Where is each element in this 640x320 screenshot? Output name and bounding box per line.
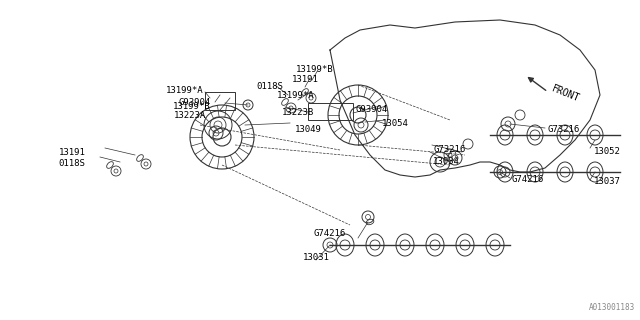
Text: 13191: 13191 xyxy=(292,75,319,84)
Text: 13199*A: 13199*A xyxy=(277,91,315,100)
Text: 13049: 13049 xyxy=(295,125,322,134)
Text: 13223B: 13223B xyxy=(282,108,314,117)
Bar xyxy=(308,103,353,120)
Text: 0118S: 0118S xyxy=(257,82,284,91)
Text: G93904: G93904 xyxy=(179,98,211,107)
Text: FRONT: FRONT xyxy=(550,84,581,104)
Text: 13223A: 13223A xyxy=(174,111,206,120)
Text: 13052: 13052 xyxy=(594,147,621,156)
Text: 13199*B: 13199*B xyxy=(296,65,334,74)
Text: G73216: G73216 xyxy=(434,145,467,154)
Text: 13199*A: 13199*A xyxy=(166,86,204,95)
Bar xyxy=(205,92,235,110)
Text: G74216: G74216 xyxy=(511,175,543,185)
Text: 13054: 13054 xyxy=(382,118,409,127)
Text: G93904: G93904 xyxy=(356,105,388,114)
Text: 13191: 13191 xyxy=(59,148,85,157)
Text: 13034: 13034 xyxy=(433,157,460,166)
Text: 13199*B: 13199*B xyxy=(172,102,210,111)
Text: 0118S: 0118S xyxy=(59,159,85,168)
Text: A013001183: A013001183 xyxy=(589,303,635,312)
Text: 13037: 13037 xyxy=(594,178,621,187)
Text: 13031: 13031 xyxy=(303,253,330,262)
Text: G73216: G73216 xyxy=(548,125,580,134)
Text: G74216: G74216 xyxy=(314,229,346,238)
